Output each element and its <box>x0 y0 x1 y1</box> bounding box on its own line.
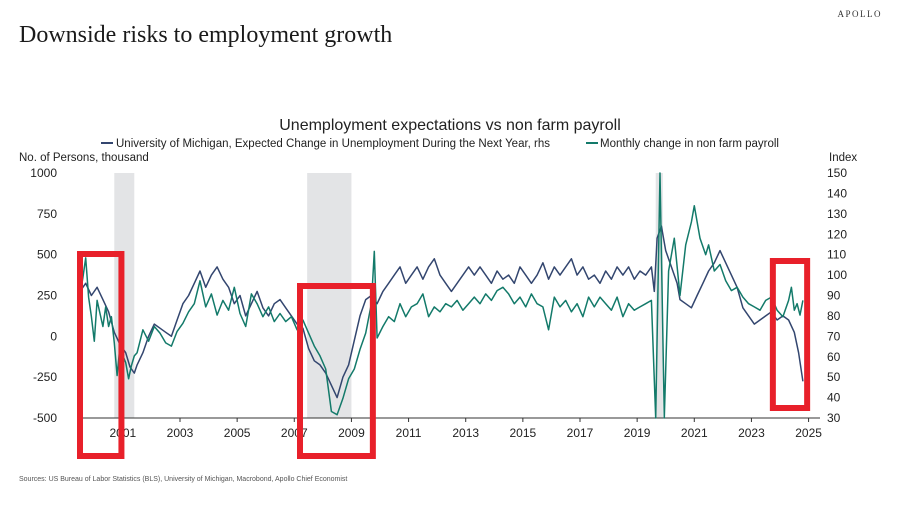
y-right-tick-label: 30 <box>827 411 841 425</box>
x-tick-label: 2011 <box>396 426 422 440</box>
y-right-tick-label: 140 <box>827 186 847 200</box>
y-left-tick-label: 500 <box>37 248 57 262</box>
y-right-tick-label: 110 <box>827 248 846 262</box>
x-tick-label: 2015 <box>510 426 537 440</box>
y-right-tick-label: 150 <box>827 166 847 180</box>
y-left-tick-label: 250 <box>37 289 57 303</box>
highlight-box-2 <box>769 258 811 411</box>
chart-legend: University of Michigan, Expected Change … <box>101 138 779 150</box>
x-tick-label: 2009 <box>338 426 365 440</box>
y-right-tick-label: 120 <box>827 227 847 241</box>
sources-note: Sources: US Bureau of Labor Statistics (… <box>19 476 348 483</box>
legend-label-umich: University of Michigan, Expected Change … <box>116 138 550 150</box>
x-tick-label: 2023 <box>738 426 765 440</box>
x-tick-label: 2017 <box>567 426 594 440</box>
y-right-tick-label: 130 <box>827 207 847 221</box>
y-right-tick-label: 60 <box>827 350 841 364</box>
y-left-tick-label: -250 <box>33 370 57 384</box>
x-tick-label: 2003 <box>167 426 194 440</box>
series-line-umich <box>79 225 804 399</box>
highlight-boxes <box>77 251 811 459</box>
y-left-tick-label: 0 <box>50 329 57 343</box>
y-right-tick-label: 40 <box>827 391 841 405</box>
recession-band-1 <box>307 173 352 418</box>
chart-title: Unemployment expectations vs non farm pa… <box>279 117 621 134</box>
x-tick-label: 2025 <box>795 426 822 440</box>
y-right-tick-label: 70 <box>827 329 841 343</box>
recession-band-2 <box>655 173 663 418</box>
y-left-tick-label: 1000 <box>30 166 57 180</box>
y-right-tick-label: 100 <box>827 268 847 282</box>
y-axis-right-label: Index <box>829 152 857 164</box>
x-tick-label: 2013 <box>452 426 479 440</box>
y-left-tick-label: -500 <box>33 411 57 425</box>
x-tick-label: 2005 <box>224 426 251 440</box>
chart-axes: 2001 2003 2005 2007 2009 2011 2013 2015 2017 2019… <box>30 166 847 440</box>
y-axis-left-label: No. of Persons, thousand <box>19 152 149 164</box>
x-tick-label: 2007 <box>281 426 308 440</box>
highlight-box-1 <box>297 283 376 459</box>
y-right-tick-label: 90 <box>827 289 841 303</box>
x-tick-label: 2019 <box>624 426 651 440</box>
y-left-tick-label: 750 <box>37 207 57 221</box>
series-line-nfp <box>79 172 804 419</box>
legend-label-nfp: Monthly change in non farm payroll <box>600 138 779 150</box>
y-right-tick-label: 80 <box>827 309 841 323</box>
x-tick-label: 2021 <box>681 426 708 440</box>
series-lines <box>79 172 804 419</box>
y-right-tick-label: 50 <box>827 370 841 384</box>
brand-logo-text: APOLLO <box>837 9 882 19</box>
page-headline: Downside risks to employment growth <box>19 22 393 48</box>
highlight-box-0 <box>77 251 125 459</box>
